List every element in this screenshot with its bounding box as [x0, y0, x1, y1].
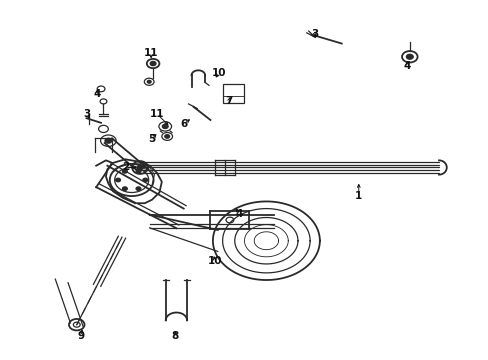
Text: 6: 6: [180, 118, 187, 129]
Text: 4: 4: [403, 61, 410, 71]
Text: 1: 1: [354, 191, 362, 201]
Text: 7: 7: [225, 96, 232, 107]
Circle shape: [116, 178, 120, 182]
Circle shape: [122, 170, 127, 173]
Circle shape: [150, 62, 156, 66]
Text: 4: 4: [236, 209, 243, 219]
Text: 10: 10: [211, 68, 226, 78]
Circle shape: [136, 170, 141, 173]
FancyBboxPatch shape: [222, 84, 244, 103]
Text: 3: 3: [311, 28, 318, 39]
Text: 3: 3: [82, 109, 90, 119]
Text: 5: 5: [148, 134, 155, 144]
Circle shape: [406, 54, 412, 59]
Circle shape: [142, 178, 147, 182]
Circle shape: [105, 138, 112, 143]
Text: 11: 11: [149, 109, 164, 119]
Text: 4: 4: [93, 89, 100, 99]
Circle shape: [162, 124, 168, 129]
Text: 10: 10: [208, 256, 222, 266]
Text: 8: 8: [171, 332, 179, 342]
Text: 11: 11: [143, 48, 158, 58]
Circle shape: [137, 165, 142, 170]
Circle shape: [122, 187, 127, 190]
Text: 9: 9: [77, 332, 84, 342]
Circle shape: [136, 187, 141, 190]
Circle shape: [142, 165, 145, 168]
Circle shape: [164, 135, 169, 138]
Text: 2: 2: [122, 162, 129, 172]
Circle shape: [147, 80, 151, 83]
